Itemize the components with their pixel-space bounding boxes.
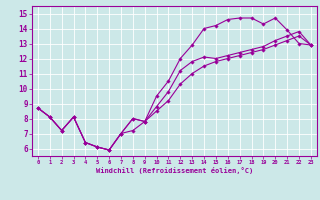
X-axis label: Windchill (Refroidissement éolien,°C): Windchill (Refroidissement éolien,°C) <box>96 167 253 174</box>
